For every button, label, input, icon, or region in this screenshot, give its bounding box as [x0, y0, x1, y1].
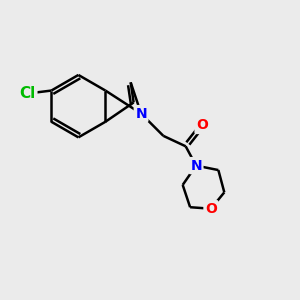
Text: Cl: Cl	[20, 86, 36, 101]
Text: O: O	[205, 202, 217, 216]
Text: N: N	[135, 106, 147, 121]
Text: O: O	[196, 118, 208, 133]
Text: N: N	[190, 159, 202, 172]
